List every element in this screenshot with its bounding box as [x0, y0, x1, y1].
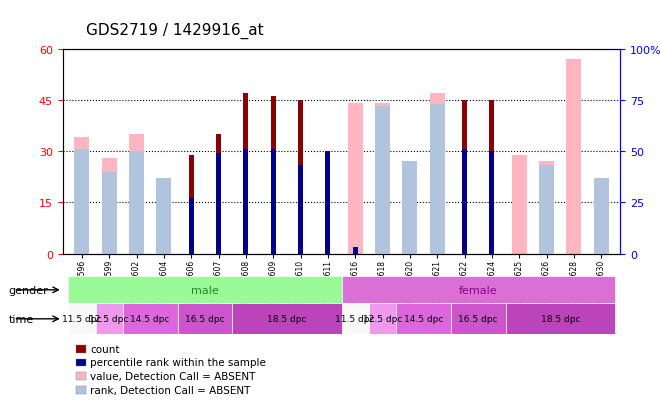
Bar: [462, 150, 467, 254]
Bar: [342, 277, 615, 304]
Text: 11.5 dpc: 11.5 dpc: [335, 315, 375, 323]
Text: percentile rank within the sample: percentile rank within the sample: [90, 358, 266, 368]
Bar: [68, 277, 342, 304]
Bar: [369, 304, 396, 335]
Bar: [539, 166, 554, 254]
Bar: [156, 178, 172, 254]
Text: female: female: [459, 285, 498, 295]
Bar: [244, 150, 248, 254]
Bar: [75, 138, 89, 254]
Bar: [102, 159, 117, 254]
Bar: [539, 162, 554, 254]
Bar: [216, 154, 221, 254]
Bar: [102, 172, 117, 254]
Text: rank, Detection Call = ABSENT: rank, Detection Call = ABSENT: [90, 385, 251, 395]
Bar: [342, 304, 369, 335]
Bar: [512, 155, 527, 254]
Bar: [348, 104, 363, 254]
Bar: [594, 179, 609, 254]
Bar: [232, 304, 342, 335]
Text: time: time: [9, 314, 34, 324]
Text: 18.5 dpc: 18.5 dpc: [541, 315, 580, 323]
Text: 12.5 dpc: 12.5 dpc: [363, 315, 402, 323]
Bar: [271, 97, 276, 254]
Bar: [75, 150, 89, 254]
Bar: [189, 199, 193, 254]
Text: 18.5 dpc: 18.5 dpc: [267, 315, 307, 323]
Bar: [129, 152, 144, 254]
Bar: [430, 105, 445, 254]
Bar: [594, 178, 609, 254]
Text: gender: gender: [9, 285, 48, 295]
Bar: [271, 150, 276, 254]
Bar: [451, 304, 506, 335]
Text: 16.5 dpc: 16.5 dpc: [459, 315, 498, 323]
Bar: [189, 155, 193, 254]
Bar: [506, 304, 615, 335]
Bar: [298, 166, 303, 254]
Text: 14.5 dpc: 14.5 dpc: [404, 315, 444, 323]
Bar: [216, 135, 221, 254]
Bar: [123, 304, 178, 335]
Bar: [403, 162, 417, 254]
Bar: [129, 135, 144, 254]
Bar: [325, 152, 331, 254]
Bar: [490, 101, 494, 254]
Bar: [68, 304, 96, 335]
Bar: [375, 107, 390, 254]
Text: 11.5 dpc: 11.5 dpc: [62, 315, 102, 323]
Bar: [375, 104, 390, 254]
Bar: [298, 101, 303, 254]
Bar: [156, 189, 172, 254]
Text: 12.5 dpc: 12.5 dpc: [90, 315, 129, 323]
Bar: [352, 247, 358, 254]
Text: 14.5 dpc: 14.5 dpc: [131, 315, 170, 323]
Bar: [396, 304, 451, 335]
Text: male: male: [191, 285, 218, 295]
Text: GDS2719 / 1429916_at: GDS2719 / 1429916_at: [86, 23, 263, 39]
Bar: [325, 155, 331, 254]
Bar: [490, 152, 494, 254]
Text: 16.5 dpc: 16.5 dpc: [185, 315, 224, 323]
Text: value, Detection Call = ABSENT: value, Detection Call = ABSENT: [90, 371, 256, 381]
Bar: [96, 304, 123, 335]
Bar: [352, 248, 358, 254]
Text: count: count: [90, 344, 120, 354]
Bar: [178, 304, 232, 335]
Bar: [566, 60, 581, 254]
Bar: [244, 94, 248, 254]
Bar: [462, 101, 467, 254]
Bar: [430, 94, 445, 254]
